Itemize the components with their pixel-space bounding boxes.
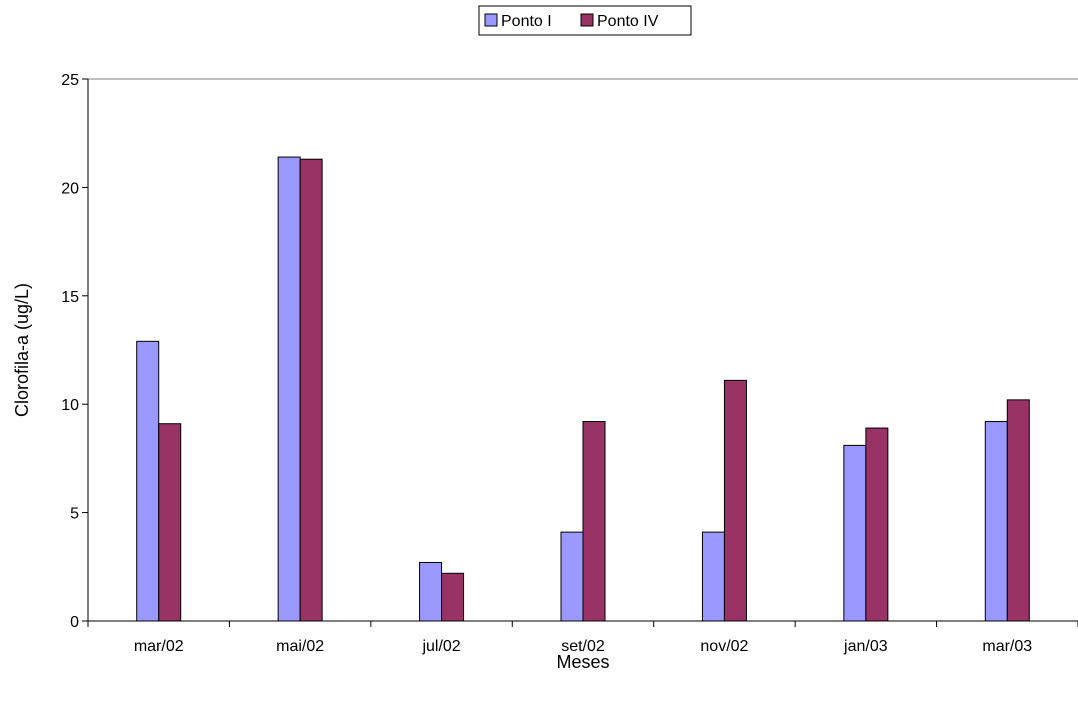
x-tick-label: set/02 xyxy=(561,638,605,655)
x-tick-label: nov/02 xyxy=(700,638,748,655)
legend-label-ponto-iv: Ponto IV xyxy=(597,13,659,30)
bar-ponto-i-1 xyxy=(277,156,301,622)
bar-ponto-iv-4 xyxy=(723,379,747,622)
plot-area xyxy=(136,156,1030,622)
y-tick-label: 5 xyxy=(70,506,79,523)
x-tick-label: mar/03 xyxy=(982,638,1032,655)
y-axis-title: Clorofila-a (ug/L) xyxy=(12,283,32,417)
y-tick-label: 15 xyxy=(61,289,79,306)
bar-ponto-i-3 xyxy=(560,531,584,622)
bar-ponto-iv-1 xyxy=(299,158,323,622)
legend-swatch-ponto-i xyxy=(484,13,498,27)
legend: Ponto I Ponto IV xyxy=(478,5,692,36)
bar-ponto-iv-3 xyxy=(582,421,606,622)
x-axis-title: Meses xyxy=(556,652,609,672)
bar-ponto-iv-2 xyxy=(441,572,465,622)
x-tick-label: mai/02 xyxy=(276,638,324,655)
y-tick-label: 0 xyxy=(70,614,79,631)
bar-ponto-i-0 xyxy=(136,340,160,622)
y-tick-label: 10 xyxy=(61,397,79,414)
y-tick-label: 20 xyxy=(61,180,79,197)
x-tick-label: jul/02 xyxy=(421,638,460,655)
legend-label-ponto-i: Ponto I xyxy=(501,13,552,30)
bar-ponto-iv-0 xyxy=(158,423,182,622)
x-tick-label: mar/02 xyxy=(134,638,184,655)
bar-ponto-iv-6 xyxy=(1006,399,1030,622)
legend-swatch-ponto-iv xyxy=(580,13,594,27)
x-tick-label: jan/03 xyxy=(843,638,888,655)
bar-ponto-i-6 xyxy=(984,421,1008,622)
bar-ponto-i-4 xyxy=(701,531,725,622)
bar-ponto-i-2 xyxy=(419,561,443,622)
bar-ponto-iv-5 xyxy=(865,427,889,622)
y-tick-label: 25 xyxy=(61,72,79,89)
bar-ponto-i-5 xyxy=(843,444,867,622)
